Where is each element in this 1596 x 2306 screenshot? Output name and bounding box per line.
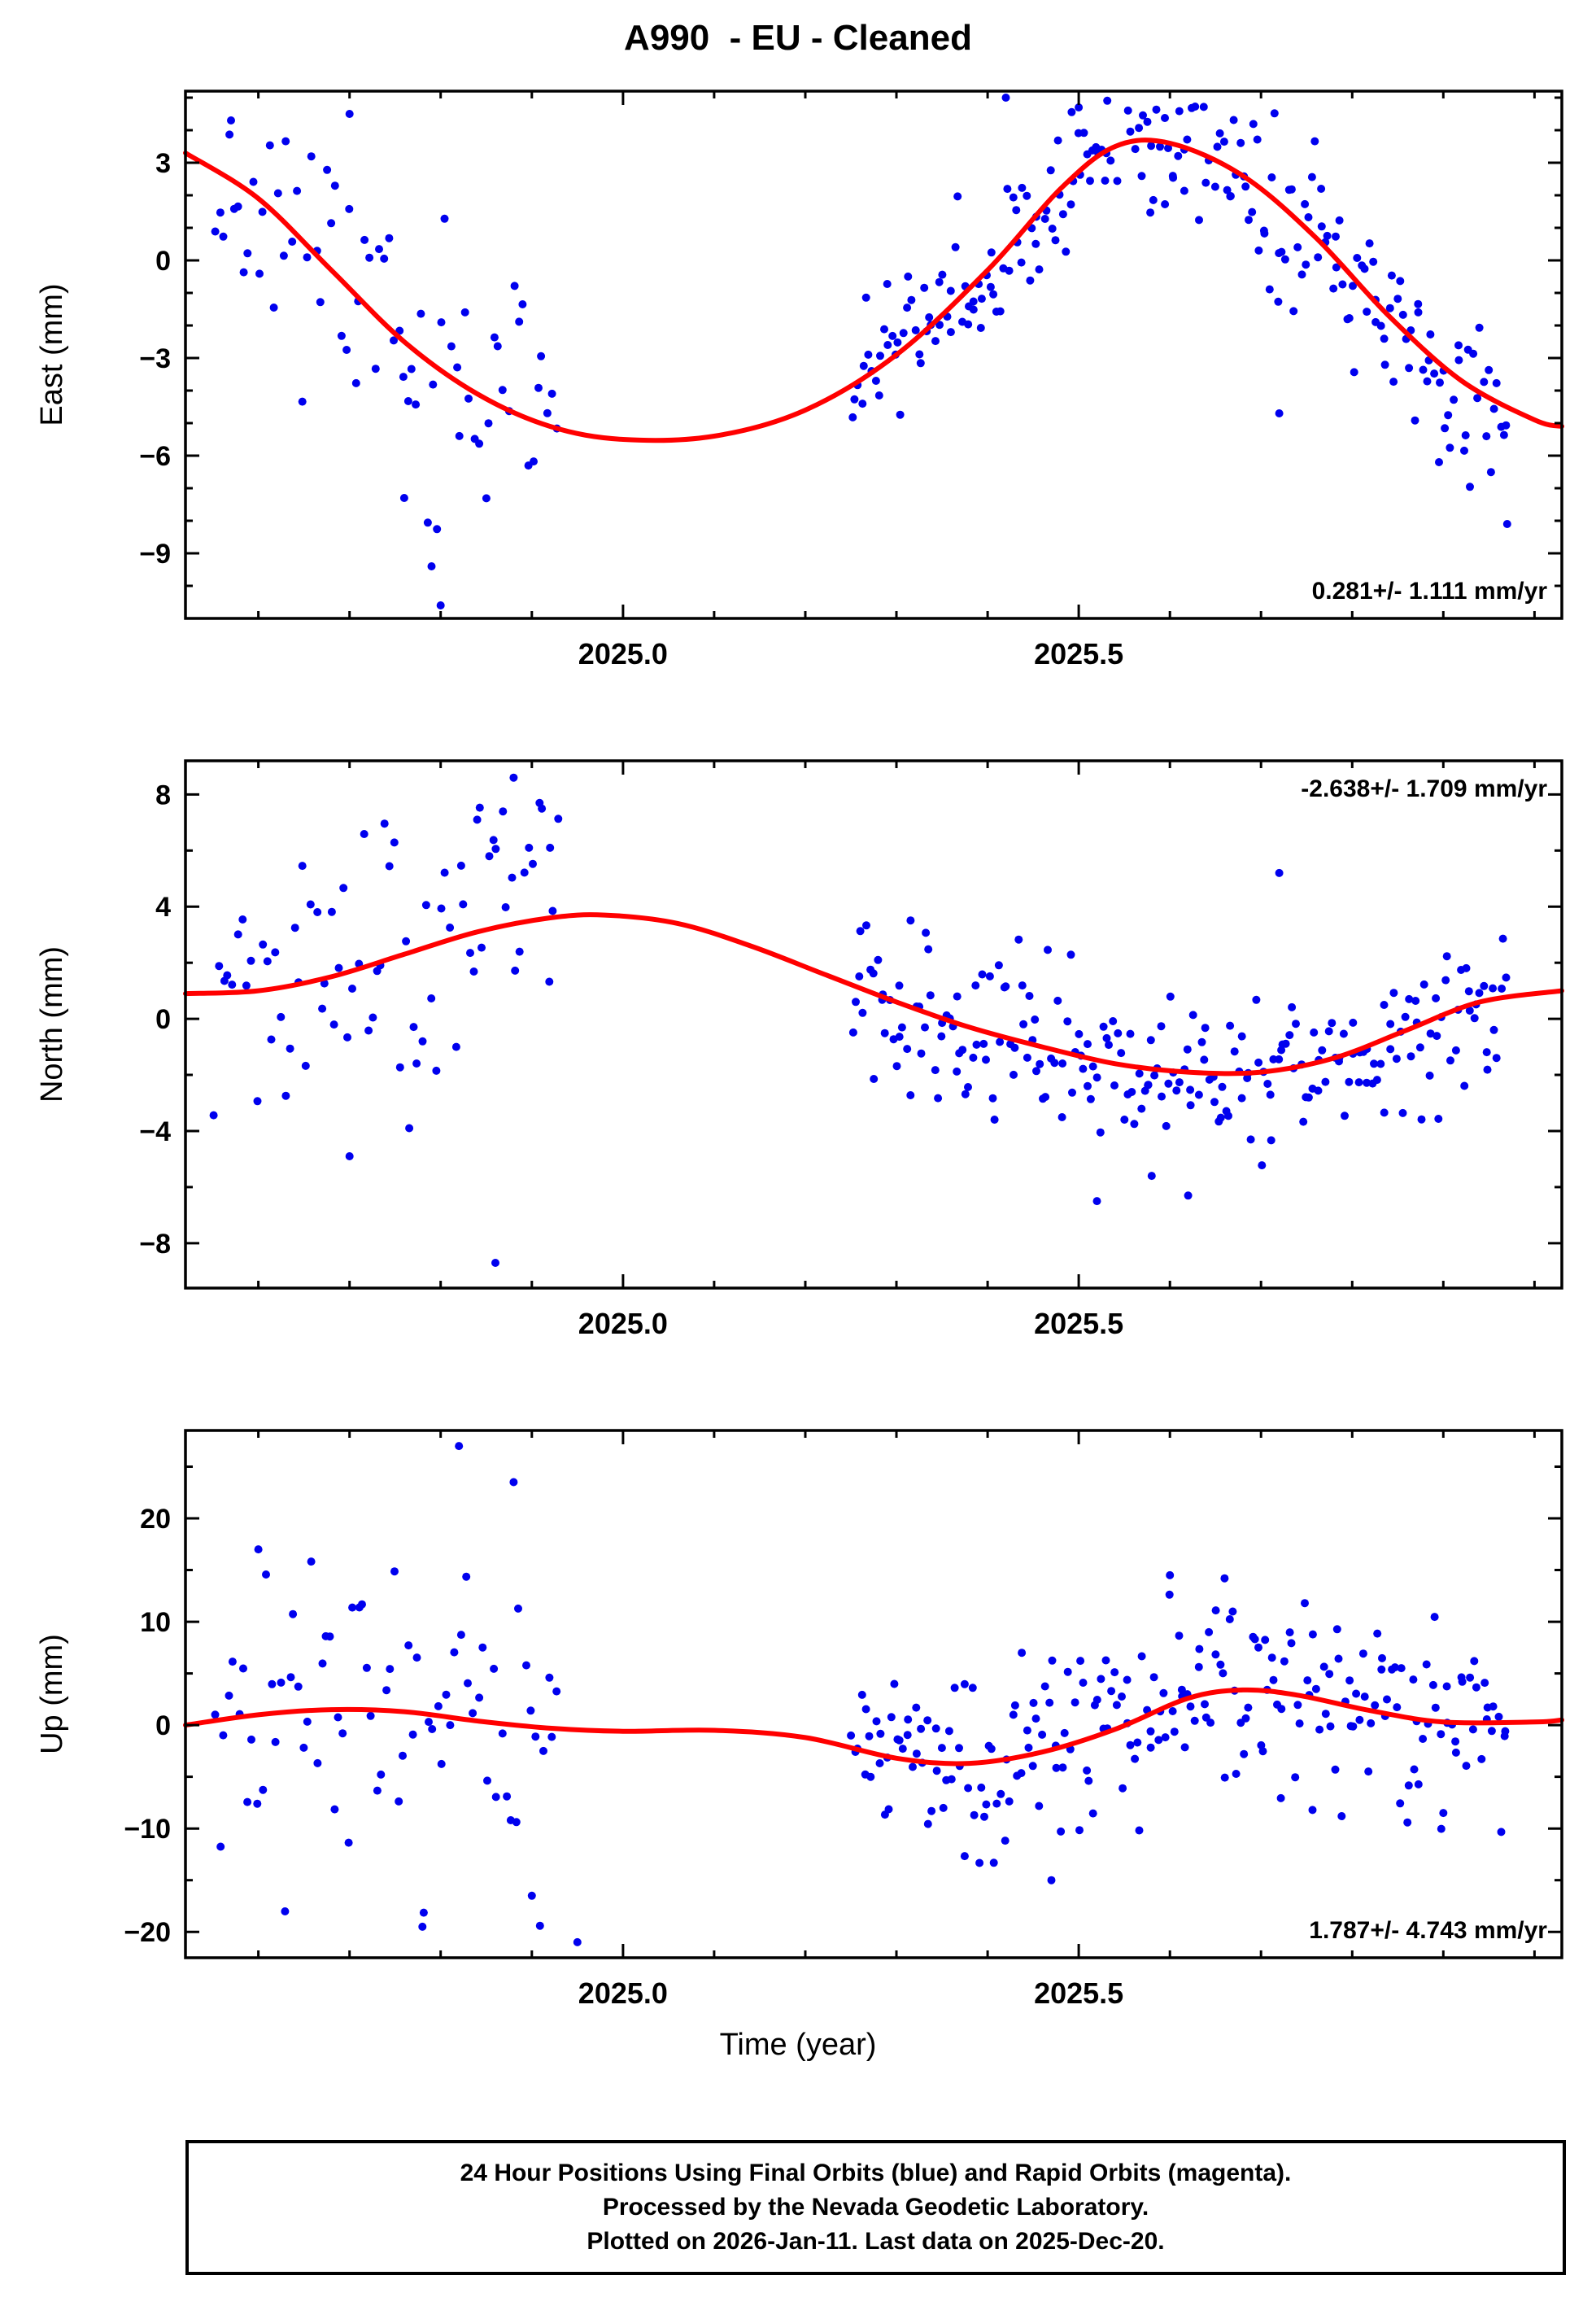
east-ytick-label: −9 — [139, 539, 171, 570]
up-ytick-label: −20 — [124, 1917, 171, 1948]
footer-line-plotted: Plotted on 2026-Jan-11. Last data on 202… — [587, 2228, 1165, 2255]
panel-east: 3 0 −3 −6 −9 2025.0 2025.5 East (mm) 0.281+/- 1.… — [35, 90, 1564, 670]
east-velocity-annotation: 0.281+/- 1.111 mm/yr — [1312, 578, 1548, 605]
east-scatter-points — [211, 94, 1511, 609]
east-ytick-label: 3 — [155, 148, 171, 179]
up-xtick-label: 2025.5 — [1034, 1976, 1123, 2010]
page-title: A990 - EU - Cleaned — [624, 18, 972, 58]
footer-line-orbits: 24 Hour Positions Using Final Orbits (bl… — [460, 2160, 1292, 2186]
north-xtick-label: 2025.5 — [1034, 1307, 1123, 1340]
north-ytick-label: −4 — [139, 1116, 171, 1147]
east-ticks — [185, 91, 1562, 620]
east-plot-frame — [184, 90, 1563, 620]
east-trend-curve — [183, 138, 1564, 443]
up-trend-curve — [183, 1687, 1564, 1767]
east-xtick-label: 2025.5 — [1034, 637, 1123, 670]
east-ytick-label: −3 — [139, 343, 171, 374]
east-axis-title: East (mm) — [35, 283, 69, 426]
up-ytick-label: 10 — [140, 1607, 171, 1638]
north-ytick-label: 0 — [155, 1004, 171, 1035]
north-ytick-label: −8 — [139, 1229, 171, 1260]
north-trend-curve — [183, 912, 1564, 1077]
north-scatter-points — [209, 773, 1511, 1267]
up-ytick-label: 0 — [155, 1710, 171, 1741]
east-xtick-label: 2025.0 — [578, 637, 668, 670]
panel-north: 8 4 0 −4 −8 2025.0 2025.5 North (mm) -2.638+/- 1… — [35, 759, 1564, 1340]
north-velocity-annotation: -2.638+/- 1.709 mm/yr — [1301, 775, 1547, 802]
north-axis-title: North (mm) — [35, 946, 69, 1103]
north-xtick-label: 2025.0 — [578, 1307, 668, 1340]
north-plot-frame — [184, 759, 1563, 1290]
up-ytick-label: −10 — [124, 1814, 171, 1845]
up-ytick-label: 20 — [140, 1504, 171, 1535]
footer-line-processed: Processed by the Nevada Geodetic Laborat… — [602, 2194, 1149, 2221]
up-scatter-points — [211, 1442, 1510, 1946]
east-ytick-label: −6 — [139, 441, 171, 472]
east-ytick-label: 0 — [155, 246, 171, 277]
up-plot-frame — [184, 1429, 1563, 1959]
footer-box: 24 Hour Positions Using Final Orbits (bl… — [185, 2140, 1566, 2275]
x-axis-title: Time (year) — [719, 2028, 877, 2062]
north-ytick-label: 8 — [155, 780, 171, 810]
north-ytick-label: 4 — [155, 892, 171, 923]
up-axis-title: Up (mm) — [35, 1634, 69, 1754]
panel-up: 20 10 0 −10 −20 2025.0 2025.5 Up (mm) 1.787+/- 4… — [35, 1429, 1564, 2010]
up-velocity-annotation: 1.787+/- 4.743 mm/yr — [1309, 1917, 1547, 1944]
up-xtick-label: 2025.0 — [578, 1976, 668, 2010]
